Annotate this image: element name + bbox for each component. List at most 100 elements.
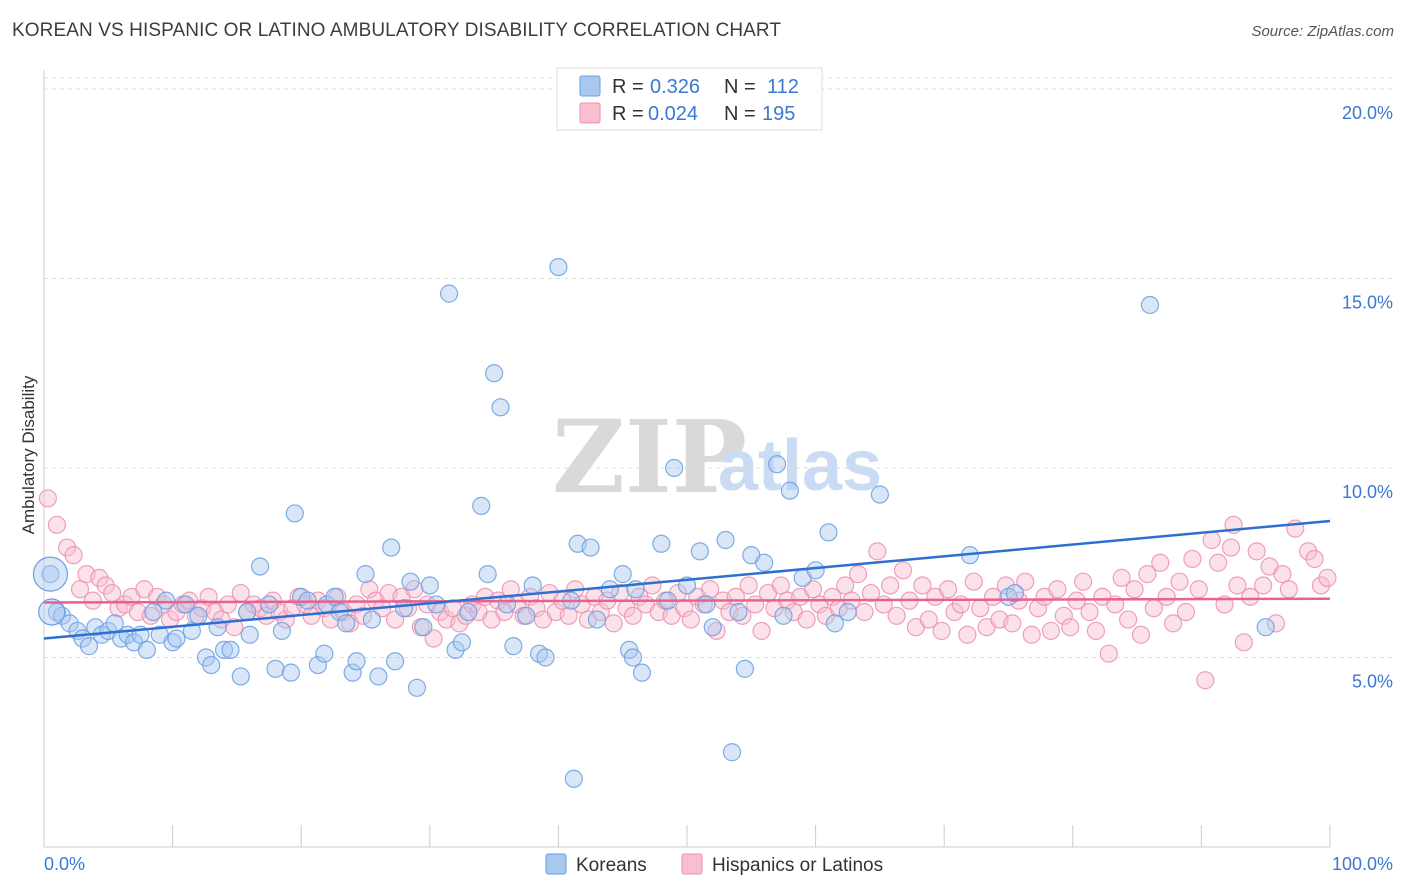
hispanic-point xyxy=(1279,580,1298,599)
hispanic-point xyxy=(983,587,1003,606)
korean-point xyxy=(231,667,250,686)
korean-point xyxy=(459,602,478,622)
korean-point xyxy=(189,606,208,625)
legend-n-value-hispanics: 195 xyxy=(762,103,795,125)
hispanic-point xyxy=(771,576,790,595)
korean-point xyxy=(870,485,890,504)
korean-point xyxy=(780,481,799,500)
watermark-atlas: atlas xyxy=(718,426,882,506)
hispanic-point xyxy=(861,583,880,603)
korean-trend-line xyxy=(43,519,1331,640)
korean-point xyxy=(690,542,709,561)
hispanic-point xyxy=(1118,610,1138,629)
bottom-legend-label-koreans: Koreans xyxy=(576,855,647,876)
hispanic-point xyxy=(1048,580,1067,599)
korean-point xyxy=(137,640,156,660)
hispanic-point xyxy=(1125,580,1144,599)
hispanic-point xyxy=(1164,614,1183,633)
hispanic-point xyxy=(893,561,913,580)
hispanic-point xyxy=(643,576,662,595)
korean-point xyxy=(652,534,671,553)
korean-point xyxy=(472,496,491,515)
trend-lines xyxy=(43,519,1331,640)
korean-point xyxy=(722,743,742,762)
legend-swatch-koreans xyxy=(579,75,601,97)
watermark-zip: ZIP xyxy=(552,398,747,516)
hispanic-point xyxy=(1234,633,1253,652)
hispanic-point xyxy=(1099,644,1118,663)
legend-r-label-hispanics: R = xyxy=(612,103,644,125)
y-tick-label: 10.0% xyxy=(1342,482,1393,502)
hispanic-point xyxy=(47,515,66,534)
korean-point xyxy=(60,614,79,633)
korean-point xyxy=(343,663,362,682)
hispanic-point xyxy=(1073,572,1093,591)
hispanic-point xyxy=(1318,568,1337,587)
hispanic-point xyxy=(868,542,887,561)
hispanic-point xyxy=(739,576,758,595)
legend-n-value-koreans: 112 xyxy=(767,76,799,98)
bottom-legend-swatch-koreans xyxy=(545,853,567,875)
y-tick-label: 20.0% xyxy=(1342,103,1393,123)
hispanic-point xyxy=(38,489,57,508)
korean-point xyxy=(497,595,517,614)
korean-point xyxy=(517,606,536,625)
hispanic-point xyxy=(1221,538,1241,557)
korean-point xyxy=(167,629,186,648)
hispanic-point xyxy=(1196,671,1215,690)
y-tick-label: 15.0% xyxy=(1342,292,1393,312)
korean-point xyxy=(549,257,568,277)
hispanic-point xyxy=(1202,530,1221,550)
legend-box xyxy=(556,67,823,131)
korean-point xyxy=(144,602,163,622)
korean-point xyxy=(504,637,523,656)
hispanic-point xyxy=(681,610,700,629)
korean-point xyxy=(250,557,270,576)
legend-r-value-hispanics: 0.024 xyxy=(648,103,698,125)
korean-point xyxy=(623,648,643,667)
hispanic-point xyxy=(70,580,90,599)
hispanic-point xyxy=(848,565,868,584)
korean-point xyxy=(214,640,234,660)
korean-point xyxy=(259,595,279,614)
hispanic-point xyxy=(913,576,932,595)
korean-point xyxy=(485,364,504,383)
hispanic-point xyxy=(1080,602,1099,622)
hispanic-point xyxy=(1016,572,1035,591)
korean-point xyxy=(385,652,405,671)
legend: R = 0.326 N = 112 R = 0.024 N = 195 xyxy=(556,67,823,131)
hispanic-point xyxy=(887,606,906,625)
korean-point xyxy=(176,595,195,614)
hispanic-point xyxy=(64,546,83,565)
hispanic-point xyxy=(938,580,958,599)
hispanic-point xyxy=(360,580,379,599)
hispanic-point xyxy=(527,599,546,618)
hispanic-point xyxy=(1183,549,1202,569)
korean-point xyxy=(407,678,427,697)
bottom-legend-swatch-hispanics xyxy=(681,853,703,875)
korean-point xyxy=(308,655,328,675)
korean-point xyxy=(202,655,221,675)
korean-point xyxy=(523,576,542,595)
korean-point xyxy=(838,602,857,622)
hispanic-point xyxy=(1061,618,1080,637)
korean-point xyxy=(735,659,754,678)
y-tick-labels: 5.0% 10.0% 15.0% 20.0% xyxy=(1342,103,1393,692)
bottom-legend-label-hispanics: Hispanics or Latinos xyxy=(712,855,883,876)
korean-point xyxy=(401,572,420,591)
hispanic-point xyxy=(501,580,520,599)
korean-point xyxy=(362,610,382,629)
hispanic-point xyxy=(1131,625,1151,644)
korean-point xyxy=(703,618,722,637)
korean-point-large xyxy=(32,556,69,592)
hispanic-point xyxy=(424,629,443,648)
korean-point xyxy=(729,602,748,622)
korean-point xyxy=(446,640,465,660)
hispanic-point xyxy=(1247,542,1266,561)
korean-point xyxy=(414,618,433,637)
hispanic-point xyxy=(83,591,102,610)
hispanic-point xyxy=(881,576,900,595)
korean-point xyxy=(613,565,632,584)
hispanic-point xyxy=(1086,621,1106,641)
